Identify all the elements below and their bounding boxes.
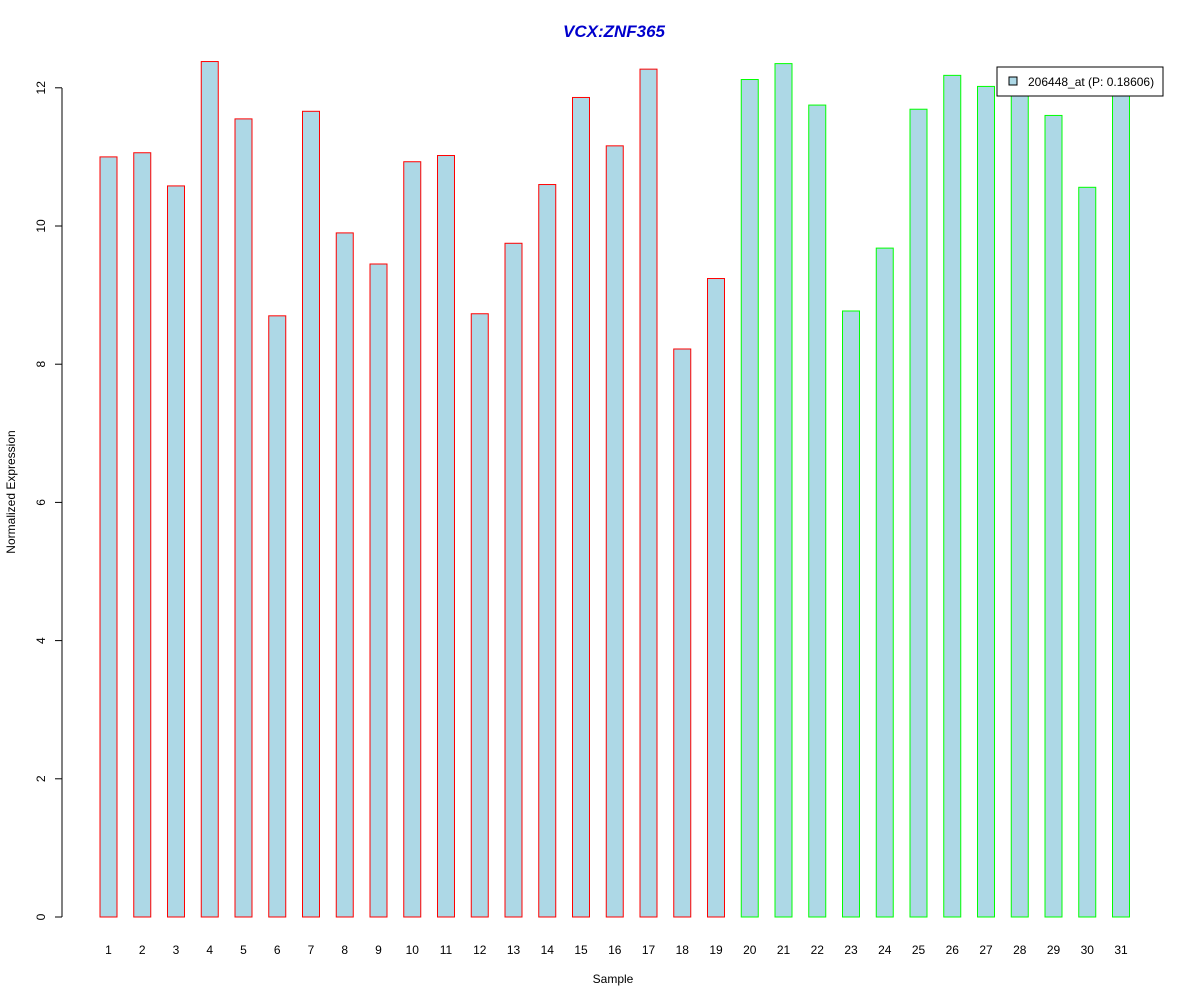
bar-20 <box>740 79 759 918</box>
x-tick-label: 24 <box>878 943 892 957</box>
bar-26 <box>943 74 962 918</box>
y-tick-label: 6 <box>34 499 48 506</box>
x-tick-label: 13 <box>507 943 521 957</box>
bar-9 <box>369 263 388 918</box>
bar-31 <box>1112 91 1130 918</box>
bar-8 <box>335 232 354 918</box>
x-tick-label: 6 <box>274 943 281 957</box>
bar-3 <box>167 185 185 918</box>
x-tick-label: 9 <box>375 943 382 957</box>
y-axis: 0 2 4 6 8 10 12 <box>34 81 62 920</box>
bar-25 <box>909 108 928 918</box>
x-tick-label: 1 <box>105 943 112 957</box>
bar-18 <box>673 348 692 918</box>
y-tick-label: 4 <box>34 637 48 644</box>
x-tick-label: 15 <box>574 943 588 957</box>
bar-13 <box>504 242 523 918</box>
x-tick-label: 3 <box>173 943 180 957</box>
x-tick-label: 4 <box>206 943 213 957</box>
x-tick-label: 16 <box>608 943 622 957</box>
bar-23 <box>842 310 860 918</box>
bar-27 <box>977 85 995 918</box>
x-tick-label: 25 <box>912 943 926 957</box>
x-tick-label: 17 <box>642 943 656 957</box>
bar-15 <box>572 96 590 918</box>
bar-14 <box>538 184 557 918</box>
bar-5 <box>234 118 253 918</box>
bar-17 <box>639 68 658 918</box>
chart-title: VCX:ZNF365 <box>563 22 666 41</box>
x-tick-label: 23 <box>844 943 858 957</box>
x-tick-label: 22 <box>811 943 825 957</box>
x-tick-label: 8 <box>341 943 348 957</box>
x-tick-label: 2 <box>139 943 146 957</box>
x-tick-label: 14 <box>541 943 555 957</box>
y-tick-label: 2 <box>34 775 48 782</box>
bar-1 <box>99 156 118 918</box>
y-tick-label: 8 <box>34 361 48 368</box>
x-tick-label: 26 <box>946 943 960 957</box>
y-tick-label: 12 <box>34 81 48 95</box>
legend: 206448_at (P: 0.18606) <box>996 66 1164 97</box>
x-tick-label: 28 <box>1013 943 1027 957</box>
bar-10 <box>403 161 422 918</box>
legend-box <box>996 66 1164 97</box>
bar-22 <box>808 104 827 918</box>
x-tick-label: 11 <box>440 943 453 957</box>
legend-swatch <box>1008 76 1018 86</box>
y-tick-label: 0 <box>34 913 48 920</box>
bar-16 <box>605 145 624 918</box>
bar-28 <box>1010 91 1029 918</box>
bar-21 <box>774 63 793 918</box>
x-tick-label: 27 <box>979 943 993 957</box>
x-tick-label: 19 <box>709 943 723 957</box>
bar-29 <box>1044 114 1063 918</box>
bar-2 <box>133 152 152 918</box>
x-tick-label: 7 <box>308 943 315 957</box>
legend-label: 206448_at (P: 0.18606) <box>1028 75 1154 89</box>
bar-7 <box>302 110 320 918</box>
bar-12 <box>470 313 489 918</box>
x-tick-label: 20 <box>743 943 757 957</box>
y-axis-title: Normalized Expression <box>4 430 18 553</box>
bar-30 <box>1078 186 1097 918</box>
x-axis-labels: 1 2 3 4 5 6 7 8 9 10 11 12 13 14 15 16 17 18 19 20 21 22 23 24 2… <box>105 943 1128 957</box>
bar-24 <box>875 247 894 918</box>
x-tick-label: 30 <box>1081 943 1095 957</box>
x-axis-title: Sample <box>593 972 634 986</box>
bars <box>99 61 1130 918</box>
x-tick-label: 10 <box>406 943 420 957</box>
bar-11 <box>437 155 455 918</box>
x-tick-label: 5 <box>240 943 247 957</box>
x-tick-label: 31 <box>1114 943 1128 957</box>
x-tick-label: 29 <box>1047 943 1061 957</box>
x-tick-label: 12 <box>473 943 487 957</box>
x-tick-label: 21 <box>777 943 791 957</box>
bar-19 <box>707 278 725 918</box>
y-tick-label: 10 <box>34 219 48 233</box>
x-tick-label: 18 <box>676 943 690 957</box>
bar-6 <box>268 315 287 918</box>
bar-4 <box>200 61 219 918</box>
